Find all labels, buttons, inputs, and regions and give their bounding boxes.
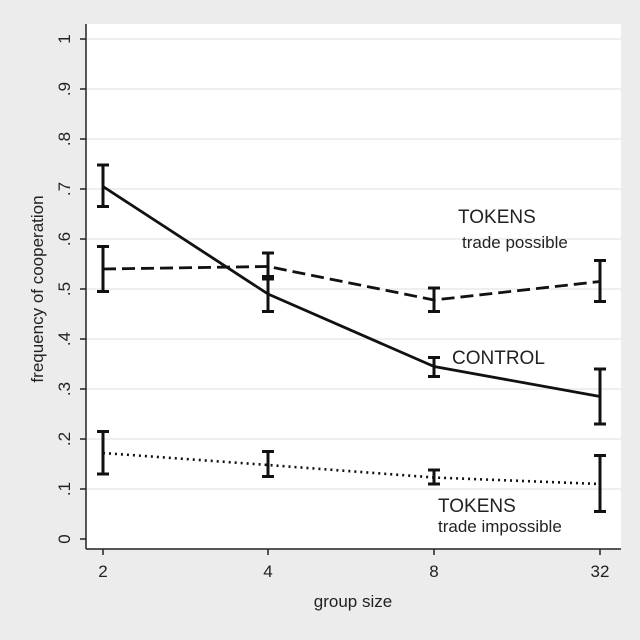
axes: 0 .1 .2 .3 .4 .5 .6 .7 .8 .9 1 2 4 8 32 (55, 24, 621, 581)
tokens-trade-possible-label: TOKENS (458, 207, 536, 228)
x-axis-title: group size (314, 592, 392, 611)
y-tick-label: .2 (55, 432, 74, 446)
series-line-dotted (102, 451, 601, 486)
tokens-trade-possible-sublabel: trade possible (462, 233, 568, 252)
y-tick-label: .4 (55, 332, 74, 346)
tokens-trade-impossible-sublabel: trade impossible (438, 517, 562, 536)
x-tick-label: 2 (98, 562, 107, 581)
error-bars (97, 163, 606, 513)
x-tick-label: 4 (263, 562, 272, 581)
tokens-trade-impossible-label: TOKENS (438, 496, 516, 517)
x-tick-label: 32 (591, 562, 610, 581)
y-axis-title: frequency of cooperation (28, 195, 47, 382)
y-tick-label: .5 (55, 282, 74, 296)
y-tick-label: .9 (55, 82, 74, 96)
y-tick-label: .1 (55, 482, 74, 496)
gridlines (86, 38, 621, 490)
series-line-dashed (102, 265, 601, 302)
y-tick-label: .6 (55, 232, 74, 246)
y-tick-label: .3 (55, 382, 74, 396)
series-lines (102, 185, 601, 486)
control-label: CONTROL (452, 348, 545, 369)
y-tick-label: .7 (55, 182, 74, 196)
x-tick-label: 8 (429, 562, 438, 581)
y-tick-label: 1 (55, 34, 74, 43)
y-tick-label: 0 (55, 534, 74, 543)
plot-area (86, 24, 621, 549)
series-line-solid (102, 185, 601, 398)
series-labels: CONTROL TOKENS trade possible TOKENS tra… (438, 207, 568, 536)
y-tick-label: .8 (55, 132, 74, 146)
